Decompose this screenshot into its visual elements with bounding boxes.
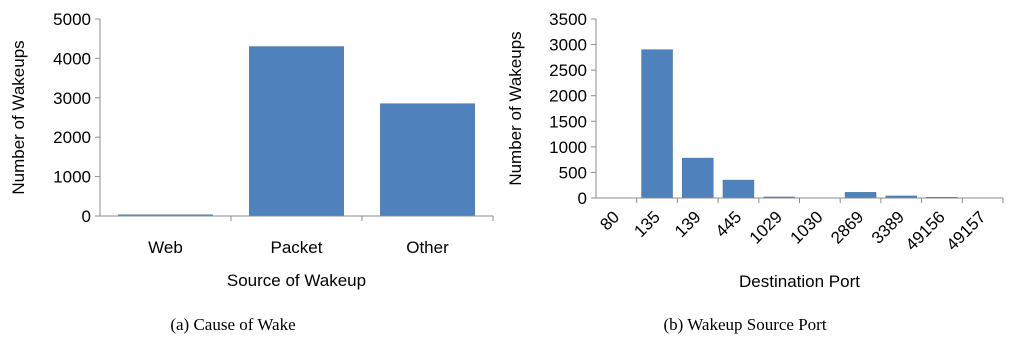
bar-139: [682, 157, 714, 199]
y-tick-label: 4000: [53, 49, 91, 68]
caption: (a) Cause of Wake: [170, 315, 295, 334]
x-tick-label: 1030: [786, 207, 826, 247]
chart-cause-of-wake: 0 1000 2000 3000 4000 5000 Web Packet Other Num…: [9, 10, 494, 334]
y-tick-label: 1000: [549, 138, 587, 157]
y-tick-label: 3000: [549, 36, 587, 55]
y-tick-label: 5000: [53, 10, 91, 29]
y-tick-label: 0: [82, 207, 91, 226]
x-tick-label: 49156: [902, 207, 949, 254]
x-tick-label: 80: [596, 207, 623, 234]
x-axis-title: Destination Port: [739, 272, 860, 291]
bar-445: [722, 179, 755, 199]
x-tick-label: Other: [406, 238, 449, 257]
chart-wakeup-source-port: 0 500 1000 1500 2000 2500 3000 3500 80 135 139 445…: [506, 10, 1004, 334]
x-tick-label: 1029: [746, 207, 786, 247]
x-tick-label: 139: [671, 207, 704, 240]
y-tick-labels: 0 1000 2000 3000 4000 5000: [53, 10, 100, 226]
x-tick-label: 2869: [827, 207, 867, 247]
x-tick-label: Web: [148, 238, 183, 257]
y-tick-label: 2500: [549, 61, 587, 80]
y-tick-label: 1500: [549, 112, 587, 131]
x-tick-labels: Web Packet Other: [148, 216, 494, 257]
y-tick-label: 1000: [53, 168, 91, 187]
bar-other: [380, 103, 475, 217]
x-tick-label: Packet: [271, 238, 323, 257]
bars: [118, 46, 475, 217]
bars: [641, 49, 958, 199]
y-tick-label: 500: [559, 163, 587, 182]
y-axis-title: Number of Wakeups: [9, 40, 28, 194]
caption: (b) Wakeup Source Port: [663, 315, 826, 334]
y-tick-label: 0: [578, 189, 587, 208]
bar-135: [641, 49, 673, 199]
x-tick-label: 49157: [943, 207, 990, 254]
x-tick-label: 445: [712, 207, 745, 240]
y-tick-label: 2000: [549, 87, 587, 106]
bar-2869: [844, 192, 877, 199]
x-axis-title: Source of Wakeup: [227, 271, 366, 290]
y-axis-title: Number of Wakeups: [506, 31, 525, 185]
y-tick-labels: 0 500 1000 1500 2000 2500 3000 3500: [549, 10, 596, 208]
bar-packet: [249, 46, 344, 217]
x-tick-label: 135: [630, 207, 663, 240]
y-tick-label: 3000: [53, 89, 91, 108]
y-tick-label: 2000: [53, 128, 91, 147]
y-tick-label: 3500: [549, 10, 587, 29]
